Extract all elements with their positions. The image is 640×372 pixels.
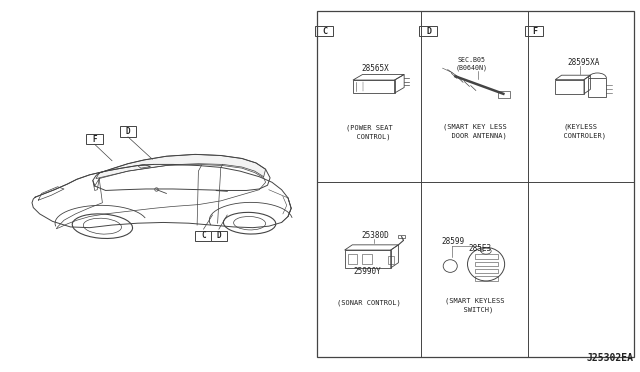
Text: F: F bbox=[532, 27, 538, 36]
Bar bbox=[475, 254, 498, 259]
Text: (POWER SEAT
  CONTROL): (POWER SEAT CONTROL) bbox=[346, 125, 392, 140]
Bar bbox=[211, 231, 227, 241]
Text: 25990Y: 25990Y bbox=[354, 267, 381, 276]
Bar bbox=[555, 80, 584, 94]
Bar bbox=[195, 231, 212, 241]
Text: F: F bbox=[92, 135, 97, 144]
Text: (SONAR CONTROL): (SONAR CONTROL) bbox=[337, 300, 401, 307]
Text: 28595XA: 28595XA bbox=[568, 58, 600, 67]
Text: 28565X: 28565X bbox=[362, 64, 389, 73]
Bar bbox=[398, 235, 404, 238]
Text: (SMART KEY LESS
  DOOR ANTENNA): (SMART KEY LESS DOOR ANTENNA) bbox=[443, 124, 506, 138]
Text: D: D bbox=[125, 127, 131, 136]
Bar bbox=[362, 254, 372, 264]
Bar bbox=[388, 256, 394, 264]
Text: SEC.B05
(B0640N): SEC.B05 (B0640N) bbox=[456, 57, 488, 71]
Bar bbox=[475, 262, 498, 266]
Text: (KEYLESS
  CONTROLER): (KEYLESS CONTROLER) bbox=[556, 124, 606, 138]
Bar bbox=[419, 26, 437, 36]
Text: (SMART KEYLESS
  SWITCH): (SMART KEYLESS SWITCH) bbox=[445, 298, 504, 312]
Bar bbox=[315, 26, 333, 36]
Bar bbox=[317, 11, 634, 357]
Bar bbox=[475, 269, 498, 273]
Text: J25302EA: J25302EA bbox=[587, 353, 634, 363]
Text: D: D bbox=[216, 231, 221, 240]
Text: 285E3: 285E3 bbox=[468, 244, 492, 253]
Bar bbox=[499, 91, 510, 97]
Text: 28599: 28599 bbox=[442, 237, 465, 246]
Bar bbox=[353, 80, 394, 93]
Bar bbox=[475, 276, 498, 281]
Text: C: C bbox=[322, 27, 327, 36]
Polygon shape bbox=[96, 154, 266, 179]
Text: D: D bbox=[426, 27, 431, 36]
Text: 25380D: 25380D bbox=[362, 231, 389, 240]
Text: C: C bbox=[201, 231, 206, 240]
Bar bbox=[86, 134, 103, 144]
Bar bbox=[344, 250, 390, 268]
Bar bbox=[348, 254, 357, 264]
Bar bbox=[120, 126, 136, 137]
Bar bbox=[525, 26, 543, 36]
Bar bbox=[589, 78, 607, 97]
